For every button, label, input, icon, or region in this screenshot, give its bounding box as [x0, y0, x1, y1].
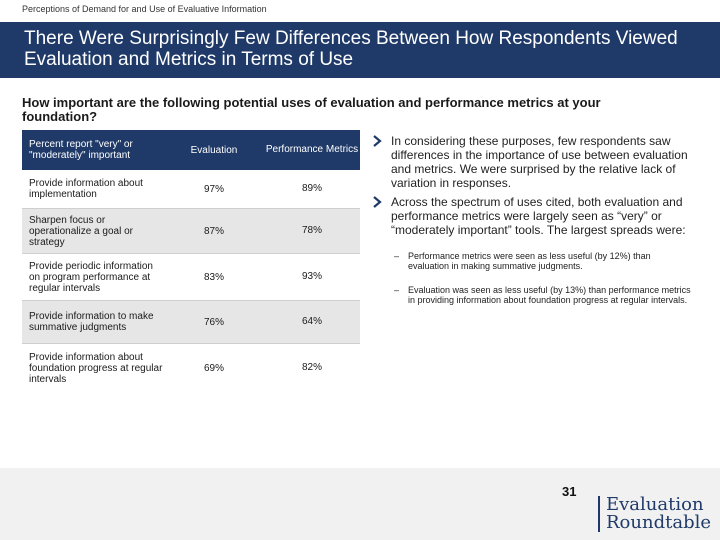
- row-label: Provide information to make summative ju…: [29, 311, 154, 333]
- row-label: Sharpen focus or operationalize a goal o…: [29, 214, 133, 248]
- evaluation-value: 97%: [203, 183, 224, 195]
- dash-icon: –: [394, 285, 400, 295]
- table-row: Provide periodic information on program …: [22, 254, 360, 301]
- chevron-right-icon: [373, 196, 382, 208]
- breadcrumb: Perceptions of Demand for and Use of Eva…: [22, 4, 267, 14]
- header-evaluation: Evaluation: [190, 144, 238, 156]
- logo-line-2: Roundtable: [606, 512, 711, 533]
- evaluation-value: 76%: [203, 316, 224, 328]
- sub-bullet-item: – Evaluation was seen as less useful (by…: [372, 285, 692, 305]
- findings-panel: In considering these purposes, few respo…: [372, 134, 692, 305]
- sub-bullet-text: Evaluation was seen as less useful (by 1…: [408, 285, 691, 305]
- footer-bar: [0, 468, 720, 540]
- row-label: Provide information about implementation: [29, 178, 143, 200]
- row-label: Provide information about foundation pro…: [29, 351, 163, 385]
- metrics-value: 93%: [301, 271, 322, 282]
- evaluation-value: 87%: [203, 225, 224, 237]
- sub-bullet-text: Performance metrics were seen as less us…: [408, 251, 651, 271]
- table-row: Sharpen focus or operationalize a goal o…: [22, 209, 360, 254]
- logo-line-1: Evaluation: [606, 494, 704, 515]
- bullet-text: In considering these purposes, few respo…: [391, 134, 688, 190]
- importance-table: Percent report "very" or "moderately" im…: [22, 130, 360, 392]
- table-row: Provide information about foundation pro…: [22, 344, 360, 392]
- footer-divider: [598, 496, 600, 532]
- table-row: Provide information about implementation…: [22, 170, 360, 209]
- survey-question: How important are the following potentia…: [22, 95, 601, 124]
- evaluation-value: 83%: [203, 271, 224, 283]
- bullet-text: Across the spectrum of uses cited, both …: [391, 195, 686, 237]
- table-row: Provide information to make summative ju…: [22, 301, 360, 344]
- metrics-value: 89%: [301, 183, 322, 194]
- bullet-item: In considering these purposes, few respo…: [372, 134, 692, 190]
- title-banner: There Were Surprisingly Few Differences …: [0, 22, 720, 78]
- chevron-right-icon: [373, 135, 382, 147]
- dash-icon: –: [394, 251, 400, 261]
- evaluation-roundtable-logo: Evaluation Roundtable: [606, 496, 711, 532]
- page-title: There Were Surprisingly Few Differences …: [24, 28, 678, 70]
- bullet-item: Across the spectrum of uses cited, both …: [372, 195, 692, 237]
- metrics-value: 82%: [301, 362, 322, 373]
- header-metrics: Performance Metrics: [265, 144, 359, 155]
- metrics-value: 64%: [301, 316, 322, 327]
- sub-bullet-item: – Performance metrics were seen as less …: [372, 251, 692, 271]
- evaluation-value: 69%: [203, 362, 224, 374]
- header-label: Percent report "very" or "moderately" im…: [29, 139, 133, 161]
- metrics-value: 78%: [301, 225, 322, 236]
- table-header: Percent report "very" or "moderately" im…: [22, 130, 360, 170]
- page-number: 31: [562, 484, 577, 499]
- row-label: Provide periodic information on program …: [29, 260, 153, 294]
